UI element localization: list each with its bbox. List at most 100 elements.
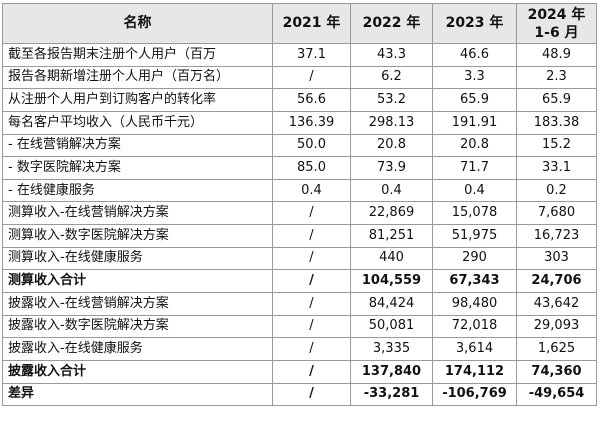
cell-2022: 73.9 — [350, 156, 433, 180]
row-label: 披露收入-在线健康服务 — [2, 337, 273, 361]
cell-2021: 56.6 — [272, 88, 351, 112]
table-row: 披露收入-在线健康服务/3,335 3,614 1,625 — [2, 337, 597, 361]
cell-2023: 0.4 — [432, 178, 517, 203]
cell-2024-h1: 65.9 — [516, 88, 597, 112]
table-row: - 在线健康服务 0.4 0.4 0.4 0.2 — [2, 178, 597, 203]
cell-2022: 81,251 — [350, 224, 433, 248]
cell-2022: 6.2 — [350, 65, 433, 90]
cell-2023: 71.7 — [432, 156, 517, 180]
cell-2024-h1: 1,625 — [516, 337, 597, 361]
cell-2021: / — [272, 246, 351, 271]
cell-2024-h1: 7,680 — [516, 201, 597, 226]
cell-2022: 298.13 — [350, 110, 433, 135]
cell-2023: 98,480 — [432, 292, 517, 316]
row-label: 测算收入合计 — [2, 269, 273, 294]
row-label: 从注册个人用户到订购客户的转化率 — [2, 88, 273, 112]
cell-2021: / — [272, 314, 351, 339]
cell-2023: 3,614 — [432, 337, 517, 361]
row-label: 披露收入-数字医院解决方案 — [2, 314, 273, 339]
cell-2022: 43.3 — [350, 43, 433, 67]
cell-2021: 136.39 — [272, 110, 351, 135]
row-label: 每名客户平均收入（人民币千元） — [2, 110, 273, 135]
cell-2023: 191.91 — [432, 110, 517, 135]
cell-2024-h1: 48.9 — [516, 43, 597, 67]
row-label: 测算收入-数字医院解决方案 — [2, 224, 273, 248]
cell-2023: 72,018 — [432, 314, 517, 339]
cell-2022: 53.2 — [350, 88, 433, 112]
cell-2023: 3.3 — [432, 65, 517, 90]
row-label: 披露收入合计 — [2, 359, 273, 384]
cell-2021: 0.4 — [272, 178, 351, 203]
cell-2024-h1: 303 — [516, 246, 597, 271]
table-row: 披露收入合计/137,840 174,112 74,360 — [2, 359, 597, 384]
cell-2024-h1: 33.1 — [516, 156, 597, 180]
header-2024-h1: 2024 年 1-6 月 — [516, 3, 597, 44]
row-label: 差异 — [2, 382, 273, 407]
cell-2024-h1: 74,360 — [516, 359, 597, 384]
cell-2024-h1: 15.2 — [516, 133, 597, 158]
cell-2024-h1: 24,706 — [516, 269, 597, 294]
cell-2021: / — [272, 224, 351, 248]
cell-2023: 67,343 — [432, 269, 517, 294]
cell-2023: -106,769 — [432, 382, 517, 407]
table-row: - 数字医院解决方案 85.0 73.9 71.7 33.1 — [2, 156, 597, 180]
cell-2022: 104,559 — [350, 269, 433, 294]
header-2024-line2: 1-6 月 — [534, 24, 579, 41]
cell-2024-h1: 43,642 — [516, 292, 597, 316]
cell-2021: 37.1 — [272, 43, 351, 67]
table-row: 测算收入合计/104,559 67,343 24,706 — [2, 269, 597, 294]
header-name: 名称 — [2, 3, 273, 44]
cell-2022: 50,081 — [350, 314, 433, 339]
cell-2024-h1: 0.2 — [516, 178, 597, 203]
cell-2021: / — [272, 382, 351, 407]
cell-2024-h1: 183.38 — [516, 110, 597, 135]
cell-2023: 174,112 — [432, 359, 517, 384]
cell-2021: / — [272, 65, 351, 90]
cell-2022: 20.8 — [350, 133, 433, 158]
table-row: 差异 / -33,281 -106,769 -49,654 — [2, 382, 597, 407]
row-label: 测算收入-在线营销解决方案 — [2, 201, 273, 226]
header-2023: 2023 年 — [432, 3, 517, 44]
row-label: 披露收入-在线营销解决方案 — [2, 292, 273, 316]
cell-2024-h1: 2.3 — [516, 65, 597, 90]
cell-2021: / — [272, 337, 351, 361]
header-row: 名称 2021 年 2022 年 2023 年 2024 年 1-6 月 — [2, 3, 597, 44]
cell-2022: 22,869 — [350, 201, 433, 226]
row-label: - 数字医院解决方案 — [2, 156, 273, 180]
cell-2021: 85.0 — [272, 156, 351, 180]
row-label: 截至各报告期末注册个人用户（百万 — [2, 43, 273, 67]
table-row: 从注册个人用户到订购客户的转化率 56.6 53.2 65.9 65.9 — [2, 88, 597, 112]
cell-2021: / — [272, 359, 351, 384]
cell-2022: 3,335 — [350, 337, 433, 361]
table-row: 披露收入-在线营销解决方案/84,424 98,480 43,642 — [2, 292, 597, 316]
table-row: 披露收入-数字医院解决方案/50,081 72,018 29,093 — [2, 314, 597, 339]
cell-2023: 15,078 — [432, 201, 517, 226]
cell-2021: / — [272, 269, 351, 294]
cell-2023: 20.8 — [432, 133, 517, 158]
cell-2022: -33,281 — [350, 382, 433, 407]
cell-2021: 50.0 — [272, 133, 351, 158]
header-2022: 2022 年 — [350, 3, 433, 44]
cell-2023: 51,975 — [432, 224, 517, 248]
cell-2022: 137,840 — [350, 359, 433, 384]
table-row: 报告各期新增注册个人用户（百万名）/6.2 3.3 2.3 — [2, 65, 597, 90]
cell-2024-h1: 29,093 — [516, 314, 597, 339]
table-row: 测算收入-在线营销解决方案/22,869 15,078 7,680 — [2, 201, 597, 226]
table-body: 截至各报告期末注册个人用户（百万 37.1 43.3 46.6 48.9 报告各期新增注册… — [2, 43, 597, 407]
cell-2022: 84,424 — [350, 292, 433, 316]
cell-2024-h1: 16,723 — [516, 224, 597, 248]
row-label: - 在线健康服务 — [2, 178, 273, 203]
cell-2021: / — [272, 201, 351, 226]
row-label: - 在线营销解决方案 — [2, 133, 273, 158]
cell-2022: 0.4 — [350, 178, 433, 203]
data-table: 名称 2021 年 2022 年 2023 年 2024 年 1-6 月 截至各… — [2, 3, 597, 407]
table-row: 测算收入-在线健康服务/440 290 303 — [2, 246, 597, 271]
header-2024-line1: 2024 年 — [527, 6, 586, 23]
row-label: 测算收入-在线健康服务 — [2, 246, 273, 271]
cell-2023: 65.9 — [432, 88, 517, 112]
table-row: 测算收入-数字医院解决方案/81,251 51,975 16,723 — [2, 224, 597, 248]
header-2021: 2021 年 — [272, 3, 351, 44]
cell-2023: 290 — [432, 246, 517, 271]
table-header: 名称 2021 年 2022 年 2023 年 2024 年 1-6 月 — [2, 3, 597, 44]
